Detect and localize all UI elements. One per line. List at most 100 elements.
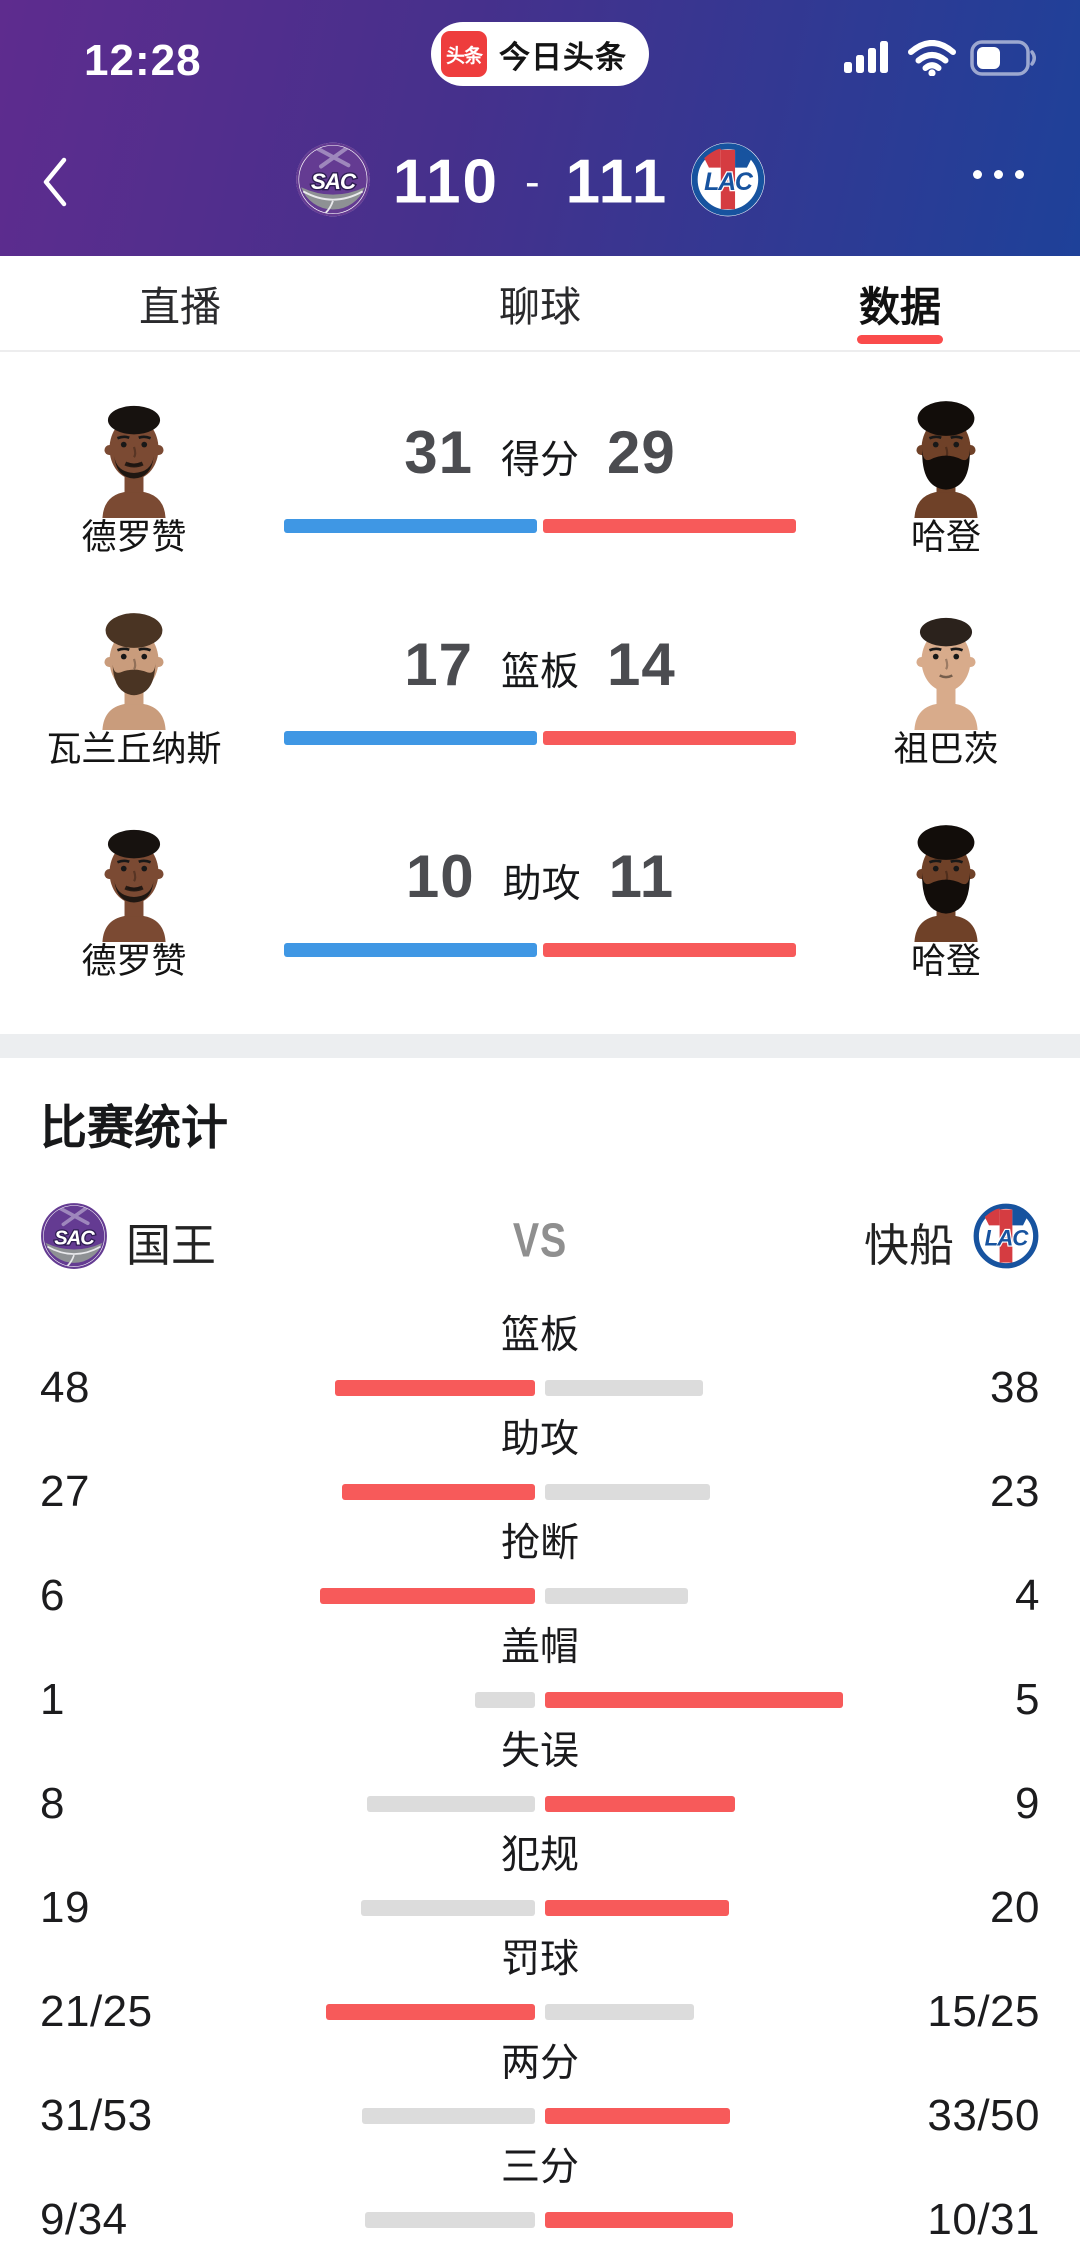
- more-button[interactable]: [973, 170, 1024, 179]
- home-player-name: 瓦兰丘纳斯: [46, 730, 222, 769]
- home-team-logo: SAC: [40, 1202, 108, 1281]
- battery-icon: [970, 40, 1038, 81]
- player-comparison-section: 德罗赞 31 得分 29 哈登: [0, 352, 1080, 1034]
- player-stat-row: 瓦兰丘纳斯 17 篮板 14 祖巴茨: [0, 610, 1080, 822]
- away-stat-value: 10/31: [927, 2195, 1040, 2244]
- team-stat-row: 罚球 21/25 15/25: [40, 1938, 1040, 2042]
- home-score: 110: [392, 147, 499, 217]
- player-stat-compare: 31 得分 29: [268, 398, 812, 610]
- home-stat-value: 6: [40, 1571, 65, 1620]
- player-avatar: [914, 401, 978, 518]
- tab-liaoqiu[interactable]: 聊球: [360, 256, 720, 350]
- tab-shuju[interactable]: 数据: [720, 256, 1080, 350]
- away-stat-bar: [545, 1796, 735, 1812]
- away-player-name: 哈登: [910, 942, 981, 981]
- away-stat-bar: [545, 1588, 688, 1604]
- teams-vs-row: SAC 国王 VS 快船 LAC: [40, 1202, 1040, 1281]
- match-header: 12:28 头条 今日头条 SA: [0, 0, 1080, 256]
- away-score: 111: [565, 147, 669, 217]
- tab-label: 聊球: [499, 284, 581, 330]
- player-stat-row: 德罗赞 31 得分 29 哈登: [0, 398, 1080, 610]
- lac-logo: LAC: [973, 1202, 1039, 1269]
- team-stat-row: 犯规 19 20: [40, 1834, 1040, 1938]
- player-stat-label: 得分: [500, 438, 579, 482]
- chevron-left-icon: [43, 157, 67, 207]
- sac-logo: SAC: [41, 1202, 107, 1269]
- ellipsis-icon: [973, 170, 982, 179]
- team-stat-row: 助攻 27 23: [40, 1418, 1040, 1522]
- team-stat-label: 盖帽: [500, 1626, 579, 1669]
- away-stat-value: 15/25: [927, 1987, 1040, 2036]
- status-bar: 12:28 头条 今日头条: [0, 0, 1080, 108]
- home-stat-value: 31/53: [40, 2091, 153, 2140]
- team-stat-label: 抢断: [500, 1522, 579, 1565]
- player-avatar: [102, 405, 166, 518]
- player-avatar: [102, 829, 166, 942]
- away-stat-value: 5: [1015, 1675, 1040, 1724]
- team-stat-label: 犯规: [500, 1834, 579, 1877]
- team-stat-label: 助攻: [500, 1418, 579, 1461]
- player-avatar: [102, 613, 166, 730]
- player-stat-compare: 17 篮板 14: [268, 610, 812, 822]
- score-separator: -: [524, 157, 540, 206]
- away-stat-bar: [545, 2212, 733, 2228]
- active-tab-underline: [857, 335, 943, 344]
- tab-label: 数据: [859, 284, 941, 330]
- svg-text:SAC: SAC: [54, 1227, 95, 1249]
- tab-label: 直播: [139, 284, 221, 330]
- player-stat-label: 篮板: [500, 650, 579, 694]
- player-stat-row: 德罗赞 10 助攻 11 哈登: [0, 822, 1080, 1034]
- tab-zhibo[interactable]: 直播: [0, 256, 360, 350]
- team-stat-label: 罚球: [500, 1938, 579, 1981]
- section-divider: [0, 1034, 1080, 1058]
- back-button[interactable]: [40, 154, 80, 210]
- team-stat-row: 篮板 48 38: [40, 1314, 1040, 1418]
- team-stat-label: 失误: [500, 1730, 579, 1773]
- home-stat-value: 19: [40, 1883, 90, 1932]
- home-stat-value: 8: [40, 1779, 65, 1828]
- away-player-name: 哈登: [910, 518, 981, 557]
- stat-rows: 篮板 48 38 助攻 27 23 抢断 6 4 盖帽 1: [40, 1314, 1040, 2250]
- team-stat-row: 两分 31/53 33/50: [40, 2042, 1040, 2146]
- away-stat-value: 9: [1015, 1779, 1040, 1828]
- away-stat-value: 4: [1015, 1571, 1040, 1620]
- away-player: 哈登: [812, 822, 1080, 1034]
- team-stat-label: 两分: [500, 2042, 579, 2085]
- home-stat-bar: [475, 1692, 535, 1708]
- team-stat-row: 盖帽 1 5: [40, 1626, 1040, 1730]
- home-stat-bar: [361, 1900, 535, 1916]
- home-stat-bar: [326, 2004, 535, 2020]
- home-player: 德罗赞: [0, 398, 268, 610]
- scoreboard: SAC 110 - 111 LAC: [295, 142, 766, 223]
- home-player-value: 10: [405, 843, 475, 910]
- home-player-value: 31: [404, 419, 473, 486]
- home-stat-bar: [365, 2212, 535, 2228]
- home-stat-value: 9/34: [40, 2195, 128, 2244]
- away-stat-bar: [545, 1484, 710, 1500]
- player-avatar: [914, 825, 978, 942]
- team-stat-row: 三分 9/34 10/31: [40, 2146, 1040, 2250]
- lac-logo: LAC: [691, 142, 766, 217]
- player-compare-bar: [284, 519, 796, 533]
- home-bar: [284, 943, 537, 957]
- away-bar: [543, 519, 796, 533]
- team-stat-label: 篮板: [500, 1314, 579, 1357]
- toutiao-pill: 头条 今日头条: [431, 22, 649, 86]
- home-bar: [284, 731, 537, 745]
- svg-text:SAC: SAC: [311, 169, 357, 194]
- away-stat-value: 38: [990, 1363, 1040, 1412]
- player-avatar: [914, 617, 978, 730]
- away-stat-bar: [545, 1380, 703, 1396]
- status-icons: [844, 40, 1038, 81]
- section-title: 比赛统计: [40, 1101, 228, 1154]
- away-team-name: 快船: [863, 1219, 954, 1271]
- home-player-name: 德罗赞: [81, 518, 187, 557]
- home-stat-value: 27: [40, 1467, 90, 1516]
- toutiao-logo-icon: 头条: [441, 31, 487, 77]
- away-team: 快船 LAC: [864, 1202, 1040, 1281]
- clock: 12:28: [84, 36, 202, 85]
- svg-text:LAC: LAC: [985, 1225, 1030, 1250]
- home-player-name: 德罗赞: [81, 942, 187, 981]
- player-stat-label: 助攻: [502, 862, 581, 906]
- away-player-value: 14: [607, 631, 676, 698]
